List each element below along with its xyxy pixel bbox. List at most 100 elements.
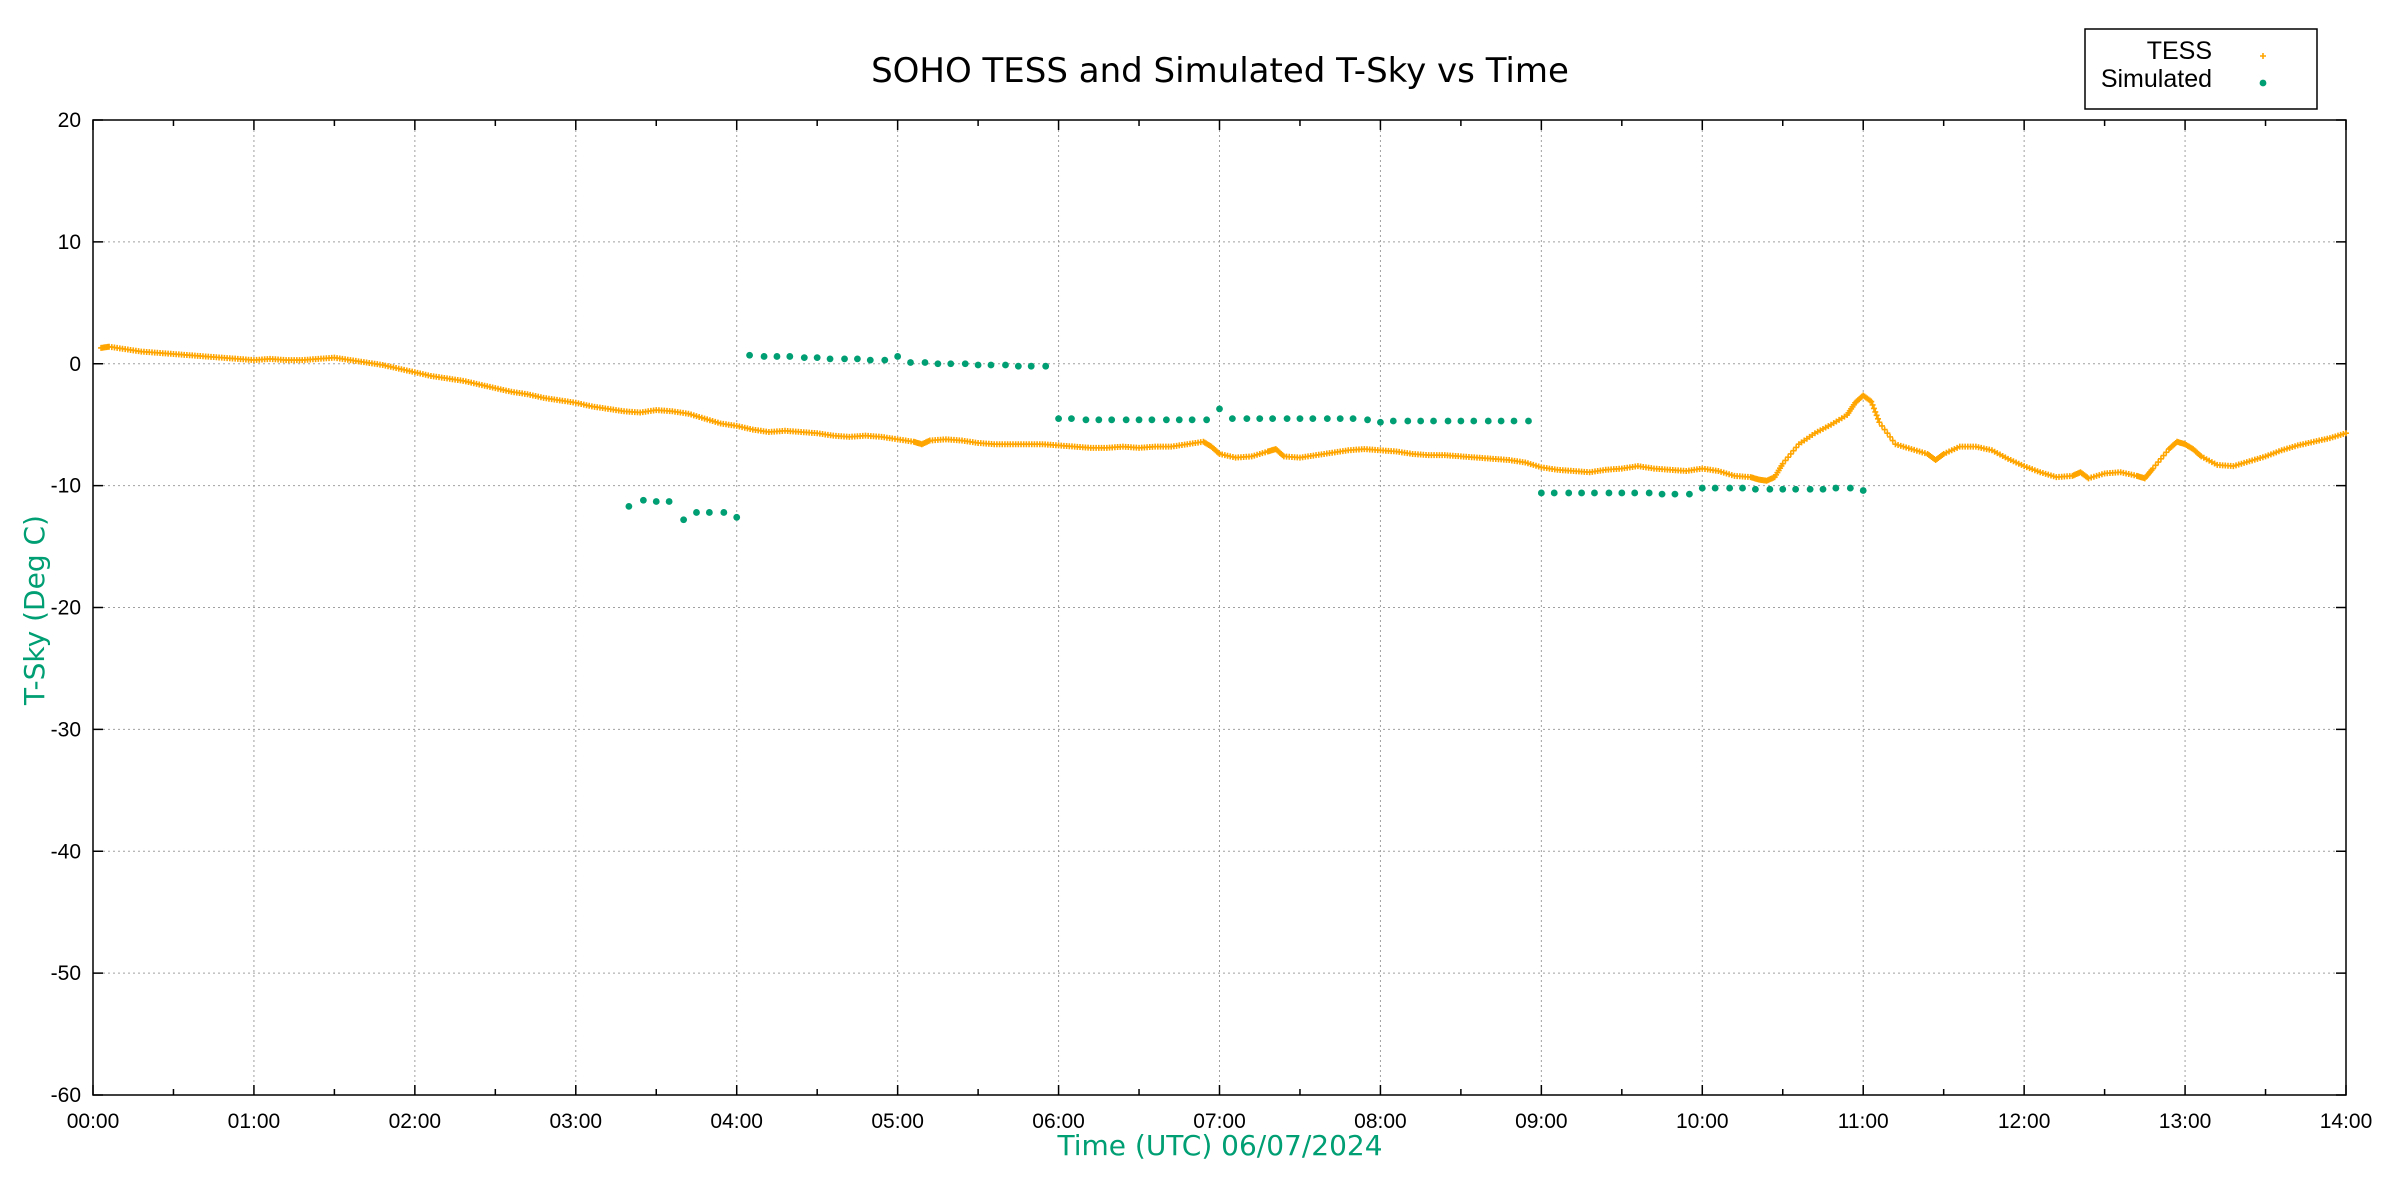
simulated-point xyxy=(1578,489,1585,497)
x-tick-label: 14:00 xyxy=(2320,1110,2373,1133)
tess-point xyxy=(2343,430,2349,437)
tess-trace-mark xyxy=(1881,426,1888,433)
simulated-series xyxy=(625,351,1867,524)
x-tick-label: 06:00 xyxy=(1032,1110,1085,1133)
y-tick-label: 0 xyxy=(69,353,81,376)
simulated-point xyxy=(1055,415,1062,422)
simulated-point xyxy=(987,361,995,369)
simulated-point xyxy=(665,498,673,505)
simulated-point xyxy=(1751,485,1759,493)
legend-marker-simulated xyxy=(2259,79,2267,87)
simulated-point xyxy=(1457,417,1465,425)
simulated-point xyxy=(1095,416,1103,424)
tess-trace-mark xyxy=(2155,459,2162,466)
simulated-point xyxy=(1269,415,1277,422)
simulated-point xyxy=(733,513,741,521)
tess-point xyxy=(2149,465,2156,472)
simulated-point xyxy=(1082,416,1090,424)
simulated-point xyxy=(1404,417,1412,425)
simulated-point xyxy=(1002,361,1009,369)
simulated-point xyxy=(826,355,834,363)
simulated-point xyxy=(1283,415,1291,422)
simulated-point xyxy=(1618,489,1626,497)
simulated-point xyxy=(947,360,955,368)
simulated-point xyxy=(720,509,728,516)
y-tick-label: -10 xyxy=(51,475,81,498)
simulated-point xyxy=(1497,417,1505,425)
simulated-point xyxy=(1162,416,1170,424)
tess-trace-mark xyxy=(1870,405,1877,412)
simulated-point xyxy=(1135,416,1143,424)
simulated-point xyxy=(625,502,633,510)
x-axis-label: Time (UTC) 06/07/2024 xyxy=(1056,1129,1382,1162)
tess-trace-mark xyxy=(1869,401,1876,408)
simulated-point xyxy=(921,359,929,366)
x-tick-label: 12:00 xyxy=(1998,1110,2051,1133)
simulated-point xyxy=(1203,416,1211,424)
simulated-point xyxy=(1389,417,1397,425)
simulated-point xyxy=(881,356,889,364)
simulated-point xyxy=(1671,490,1679,498)
simulated-point xyxy=(705,509,713,516)
simulated-point xyxy=(760,353,768,360)
tess-trace-mark xyxy=(2152,462,2159,469)
y-tick-label: -30 xyxy=(51,718,81,741)
tess-point xyxy=(1868,398,1875,405)
simulated-point xyxy=(786,353,794,360)
tess-trace-mark xyxy=(1878,422,1885,429)
simulated-point xyxy=(639,496,647,504)
tess-trace-mark xyxy=(1887,433,1894,440)
simulated-point xyxy=(1726,484,1734,492)
simulated-point xyxy=(1417,417,1425,425)
simulated-point xyxy=(1148,416,1156,424)
simulated-point xyxy=(1243,415,1251,422)
simulated-point xyxy=(1323,415,1331,422)
simulated-point xyxy=(841,355,848,363)
tess-trace-mark xyxy=(1787,450,1794,457)
simulated-point xyxy=(1711,484,1719,492)
tess-trace-mark xyxy=(1872,408,1879,415)
chart-title: SOHO TESS and Simulated T-Sky vs Time xyxy=(871,51,1569,91)
simulated-point xyxy=(1470,417,1478,425)
tess-trace-mark xyxy=(1873,412,1880,419)
grid xyxy=(93,120,2346,1095)
simulated-point xyxy=(974,361,982,369)
simulated-point xyxy=(934,360,942,368)
simulated-point xyxy=(1686,490,1693,498)
simulated-point xyxy=(1430,417,1437,425)
simulated-point xyxy=(1444,417,1452,425)
x-tick-label: 07:00 xyxy=(1193,1110,1246,1133)
simulated-point xyxy=(813,354,821,362)
legend-label-simulated: Simulated xyxy=(2101,65,2212,93)
simulated-point xyxy=(894,353,902,360)
simulated-point xyxy=(1364,416,1371,424)
simulated-point xyxy=(1550,489,1558,497)
tess-trace-mark xyxy=(1889,437,1896,444)
simulated-point xyxy=(1565,489,1573,497)
x-tick-label: 05:00 xyxy=(871,1110,924,1133)
x-tick-label: 01:00 xyxy=(228,1110,281,1133)
tess-series xyxy=(98,343,2349,484)
simulated-point xyxy=(1122,416,1130,424)
simulated-point xyxy=(693,509,700,516)
simulated-point xyxy=(1779,485,1787,493)
simulated-point xyxy=(961,360,969,368)
simulated-point xyxy=(1349,415,1357,422)
y-tick-label: -50 xyxy=(51,962,81,985)
simulated-point xyxy=(1188,416,1196,424)
legend-box xyxy=(2084,28,2318,110)
simulated-point xyxy=(680,516,688,524)
tess-trace-mark xyxy=(2157,455,2164,462)
y-axis-label: T-Sky (Deg C) xyxy=(18,515,51,706)
simulated-point xyxy=(866,356,874,364)
x-tick-label: 09:00 xyxy=(1515,1110,1568,1133)
simulated-point xyxy=(1792,485,1800,493)
simulated-point xyxy=(1591,489,1598,497)
simulated-point xyxy=(1846,484,1854,492)
simulated-point xyxy=(1377,418,1384,426)
simulated-point xyxy=(1108,416,1116,424)
simulated-point xyxy=(773,353,781,360)
simulated-point xyxy=(1605,489,1613,497)
